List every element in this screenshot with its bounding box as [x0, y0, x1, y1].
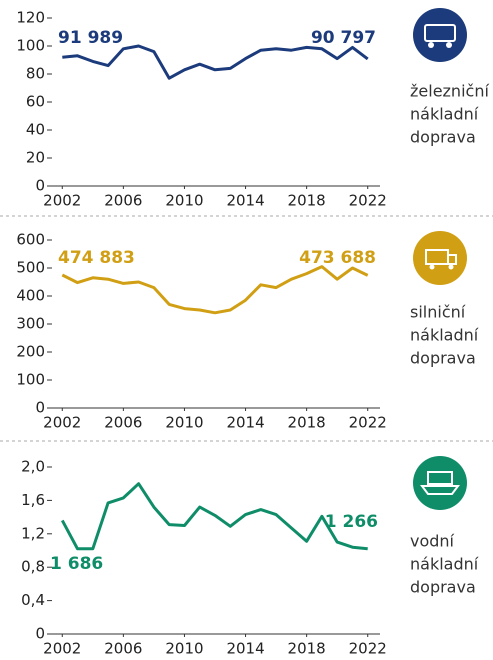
x-tick-label: 2006 — [104, 414, 142, 432]
x-tick-label: 2018 — [288, 192, 326, 210]
x-tick-label: 2006 — [104, 192, 142, 210]
x-tick-label: 2022 — [349, 192, 387, 210]
y-tick-label: 1,2 — [21, 524, 45, 542]
y-tick-label: 20 — [26, 149, 45, 167]
x-tick-label: 2014 — [226, 192, 264, 210]
y-tick-label: 80 — [26, 65, 45, 83]
x-tick-label: 2022 — [349, 640, 387, 658]
data-line — [60, 482, 368, 551]
x-tick-label: 2014 — [226, 414, 264, 432]
x-tick-label: 2018 — [288, 640, 326, 658]
annotation: 1 266 — [325, 512, 378, 532]
y-tick-label: 0 — [35, 177, 45, 195]
y-tick-label: 0 — [35, 399, 45, 417]
side-label: doprava — [410, 128, 476, 147]
y-tick-label: 2,0 — [21, 458, 45, 476]
x-tick-label: 2022 — [349, 414, 387, 432]
side-label: doprava — [410, 578, 476, 597]
side-label: doprava — [410, 349, 476, 368]
rail-icon — [413, 8, 467, 62]
y-tick-label: 60 — [26, 93, 45, 111]
y-tick-label: 200 — [16, 343, 45, 361]
y-tick-label: 100 — [16, 371, 45, 389]
y-tick-label: 40 — [26, 121, 45, 139]
y-tick-label: 0,8 — [21, 558, 45, 576]
data-line — [62, 44, 369, 80]
y-tick-label: 500 — [16, 259, 45, 277]
ship-icon — [413, 456, 467, 510]
y-tick-label: 100 — [16, 37, 45, 55]
x-tick-label: 2006 — [104, 640, 142, 658]
side-label: vodní — [410, 532, 455, 551]
x-tick-label: 2010 — [165, 192, 203, 210]
annotation: 1 686 — [50, 554, 103, 574]
x-tick-label: 2002 — [43, 414, 81, 432]
x-tick-label: 2002 — [43, 192, 81, 210]
y-tick-label: 1,6 — [21, 491, 45, 509]
y-tick-label: 600 — [16, 231, 45, 249]
side-label: silniční — [410, 303, 466, 322]
y-tick-label: 300 — [16, 315, 45, 333]
y-tick-label: 120 — [16, 9, 45, 27]
value-label: 91 989 — [58, 28, 123, 48]
x-tick-label: 2018 — [288, 414, 326, 432]
side-label: nákladní — [410, 555, 479, 574]
side-label: nákladní — [410, 326, 479, 345]
y-tick-label: 0 — [35, 625, 45, 643]
x-tick-label: 2002 — [43, 640, 81, 658]
x-tick-label: 2014 — [226, 640, 264, 658]
side-label: železniční — [410, 82, 489, 101]
value-label: 90 797 — [311, 28, 376, 48]
x-tick-label: 2010 — [165, 414, 203, 432]
value-label: 474 883 — [58, 248, 135, 268]
side-label: nákladní — [410, 105, 479, 124]
y-tick-label: 0,4 — [21, 591, 45, 609]
x-tick-label: 2010 — [165, 640, 203, 658]
data-line — [61, 265, 369, 315]
y-tick-label: 400 — [16, 287, 45, 305]
value-label: 473 688 — [299, 248, 376, 268]
truck-icon — [413, 231, 467, 285]
